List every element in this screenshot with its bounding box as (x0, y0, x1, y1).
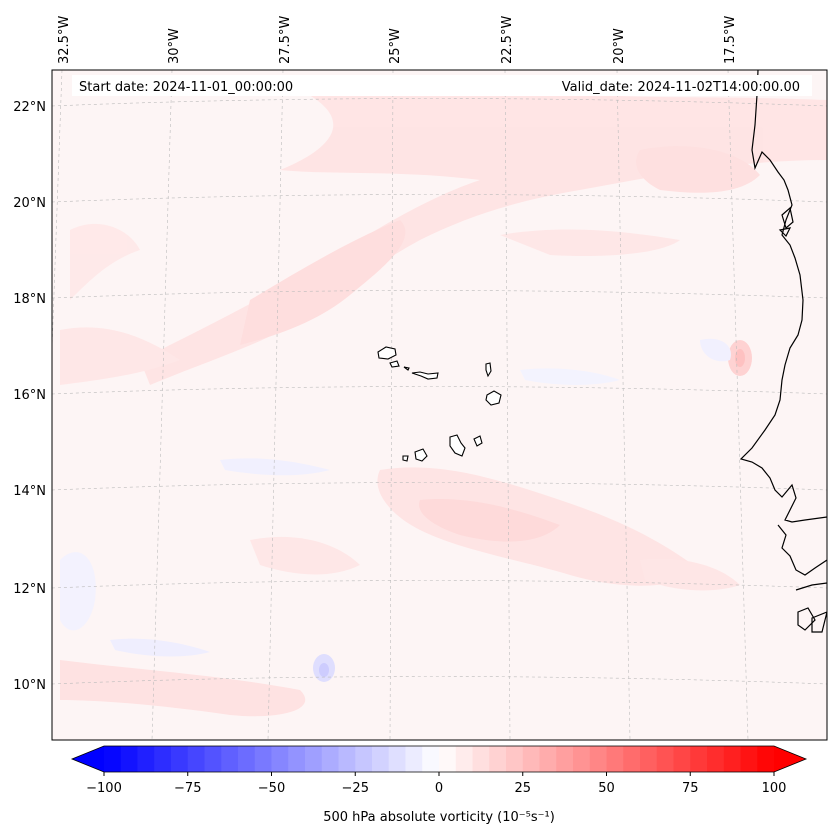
cabo-verde-islands (377, 346, 502, 462)
vorticity-contours (60, 90, 827, 717)
lat-label-16n: 16°N (13, 388, 46, 403)
colorbar-segment (740, 746, 758, 772)
colorbar-tick-label: −100 (86, 781, 122, 796)
colorbar-ticks: −100 −75 −50 −25 0 25 50 75 100 (86, 772, 786, 796)
colorbar-segment (104, 746, 122, 772)
colorbar-segment (522, 746, 541, 772)
colorbar: −100 −75 −50 −25 0 25 50 75 100 500 hPa absolute… (70, 745, 808, 825)
colorbar-segment (506, 746, 524, 772)
colorbar-segment (187, 746, 206, 772)
colorbar-segment (606, 746, 624, 772)
colorbar-segment (690, 746, 708, 772)
colorbar-segment (472, 746, 490, 772)
colorbar-tick-label: 25 (514, 781, 531, 796)
island-santiago (449, 434, 466, 457)
colorbar-segment (439, 746, 457, 772)
lat-label-18n: 18°N (13, 292, 46, 307)
colorbar-tick-label: 50 (598, 781, 615, 796)
colorbar-segment (673, 746, 691, 772)
colorbar-segment (573, 746, 591, 772)
graticule (52, 70, 827, 740)
lat-label-20n: 20°N (13, 196, 46, 211)
colorbar-tick-label: −25 (342, 781, 369, 796)
colorbar-segment (388, 746, 407, 772)
colorbar-max-extend (774, 746, 806, 772)
colorbar-tick-label: −75 (174, 781, 201, 796)
colorbar-segment (723, 746, 742, 772)
colorbar-min-extend (72, 746, 104, 772)
island-santa-luzia (403, 366, 410, 371)
colorbar-segment (171, 746, 189, 772)
island-sao-vicente (389, 360, 400, 368)
colorbar-segment (154, 746, 172, 772)
header-box (72, 75, 812, 96)
colorbar-label: 500 hPa absolute vorticity (10⁻⁵s⁻¹) (323, 810, 555, 825)
lat-label-10n: 10°N (13, 678, 46, 693)
colorbar-segment (321, 746, 340, 772)
west-africa-coastline (739, 70, 827, 633)
colorbar-segment (589, 746, 608, 772)
colorbar-segment (707, 746, 725, 772)
island-santo-antao (377, 346, 397, 360)
longitude-labels: 32.5°W 30°W 27.5°W 25°W 22.5°W 20°W 17.5… (57, 16, 738, 64)
colorbar-segment (372, 746, 390, 772)
start-date-label: Start date: 2024-11-01_00:00:00 (79, 80, 293, 95)
lat-label-12n: 12°N (13, 582, 46, 597)
colorbar-tick-label: 75 (682, 781, 699, 796)
colorbar-segment (656, 746, 675, 772)
colorbar-segment (623, 746, 641, 772)
colorbar-segment (288, 746, 306, 772)
colorbar-tick-label: −50 (258, 781, 285, 796)
colorbar-segment (338, 746, 356, 772)
colorbar-segment (539, 746, 557, 772)
island-boa-vista (485, 390, 502, 406)
colorbar-segment (238, 746, 256, 772)
island-fogo (414, 448, 428, 462)
colorbar-tick-label: 0 (435, 781, 443, 796)
colorbar-segment (355, 746, 373, 772)
colorbar-segment (120, 746, 139, 772)
colorbar-segment (305, 746, 323, 772)
map-panel (52, 70, 827, 740)
valid-date-label: Valid_date: 2024-11-02T14:00:00.00 (562, 80, 800, 95)
colorbar-segment (489, 746, 507, 772)
latitude-labels: 22°N 20°N 18°N 16°N 14°N 12°N 10°N (13, 100, 46, 693)
lon-label-17-5w: 17.5°W (723, 16, 738, 64)
lon-label-22-5w: 22.5°W (500, 16, 515, 64)
island-brava (402, 455, 409, 462)
colorbar-segment (455, 746, 474, 772)
colorbar-segment (556, 746, 574, 772)
lat-label-22n: 22°N (13, 100, 46, 115)
lon-label-30w: 30°W (167, 28, 182, 64)
lon-label-27-5w: 27.5°W (278, 16, 293, 64)
colorbar-segment (221, 746, 239, 772)
island-sao-nicolau (411, 371, 439, 380)
colorbar-tick-label: 100 (762, 781, 787, 796)
colorbar-segment (422, 746, 440, 772)
colorbar-segment (204, 746, 222, 772)
map-frame (51, 69, 828, 741)
lon-label-25w: 25°W (388, 28, 403, 64)
lon-label-20w: 20°W (612, 28, 627, 64)
lat-label-14n: 14°N (13, 484, 46, 499)
colorbar-segments (72, 746, 806, 772)
colorbar-segment (137, 746, 155, 772)
colorbar-segment (757, 746, 775, 772)
island-sal (485, 362, 492, 378)
lon-label-32-5w: 32.5°W (57, 16, 72, 64)
colorbar-segment (405, 746, 423, 772)
colorbar-segment (254, 746, 273, 772)
colorbar-segment (640, 746, 658, 772)
colorbar-segment (271, 746, 289, 772)
island-maio (473, 435, 483, 447)
